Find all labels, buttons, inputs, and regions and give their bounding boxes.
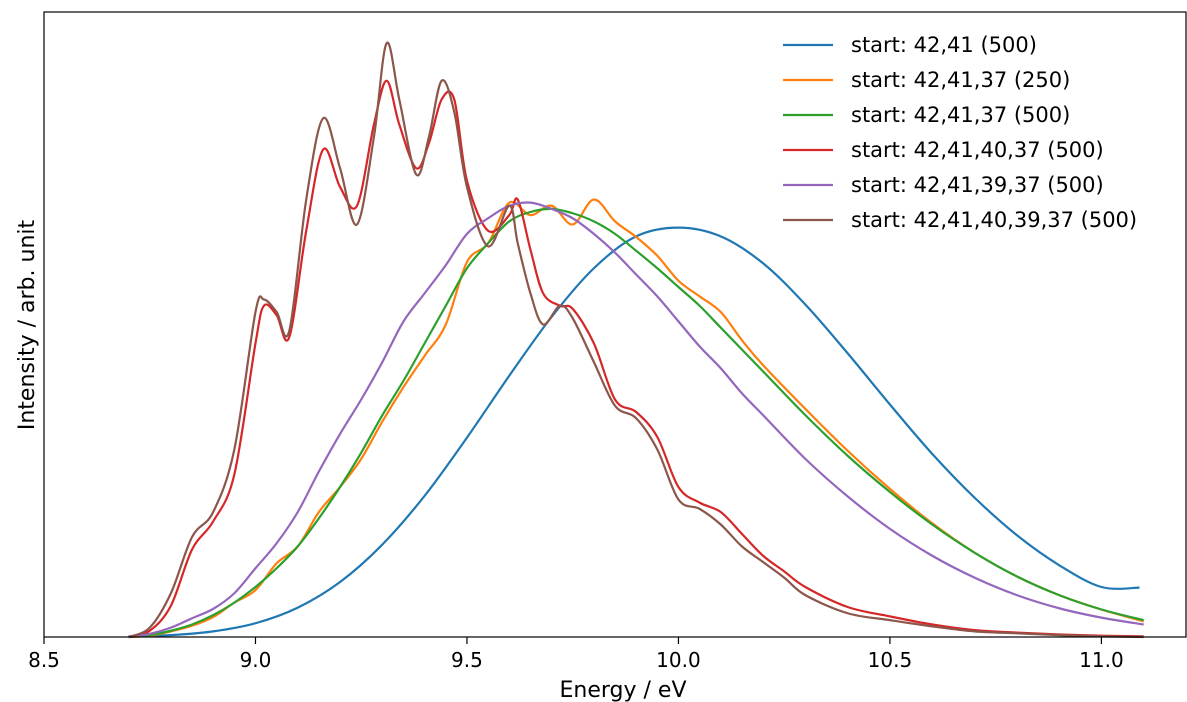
legend-label-5: start: 42,41,39,37 (500) xyxy=(851,173,1104,197)
x-tick-label-2: 9.0 xyxy=(240,648,272,672)
series-layer xyxy=(128,41,1144,639)
series-line-4 xyxy=(128,79,1144,639)
legend-label-2: start: 42,41,37 (250) xyxy=(851,68,1070,92)
legend: start: 42,41 (500) start: 42,41,37 (250) s… xyxy=(783,33,1137,232)
legend-label-1: start: 42,41 (500) xyxy=(851,33,1037,57)
legend-label-6: start: 42,41,40,39,37 (500) xyxy=(851,208,1137,232)
series-line-3 xyxy=(128,207,1144,639)
x-axis-title: Energy / eV xyxy=(559,678,686,702)
x-tick-label-5: 10.5 xyxy=(868,648,913,672)
x-tick-label-1: 8.5 xyxy=(28,648,60,672)
axes xyxy=(43,11,1187,638)
plot-area xyxy=(44,12,1186,637)
series-line-5 xyxy=(128,201,1144,639)
plot-frame xyxy=(43,11,1187,638)
legend-label-3: start: 42,41,37 (500) xyxy=(851,103,1070,127)
x-tick-label-6: 11.0 xyxy=(1079,648,1124,672)
x-tick-label-4: 10.0 xyxy=(656,648,701,672)
x-ticks: 8.5 9.0 9.5 10.0 10.5 11.0 xyxy=(28,637,1124,672)
series-line-6 xyxy=(128,41,1144,639)
x-tick-label-3: 9.5 xyxy=(451,648,483,672)
legend-label-4: start: 42,41,40,37 (500) xyxy=(851,138,1104,162)
y-axis-title: Intensity / arb. unit xyxy=(15,220,40,431)
